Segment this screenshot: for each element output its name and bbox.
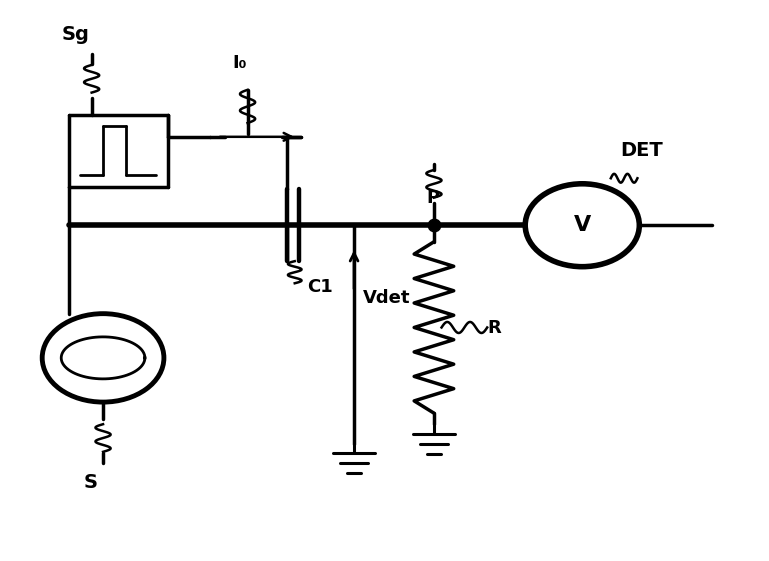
Text: Sg: Sg [62,25,89,44]
Text: R: R [488,319,501,337]
Text: C1: C1 [307,278,333,296]
Text: S: S [84,473,98,492]
Text: Vdet: Vdet [363,288,411,307]
Text: I₀: I₀ [233,54,247,72]
Text: V: V [574,215,591,235]
Text: DET: DET [621,141,663,160]
Text: P: P [426,189,439,207]
